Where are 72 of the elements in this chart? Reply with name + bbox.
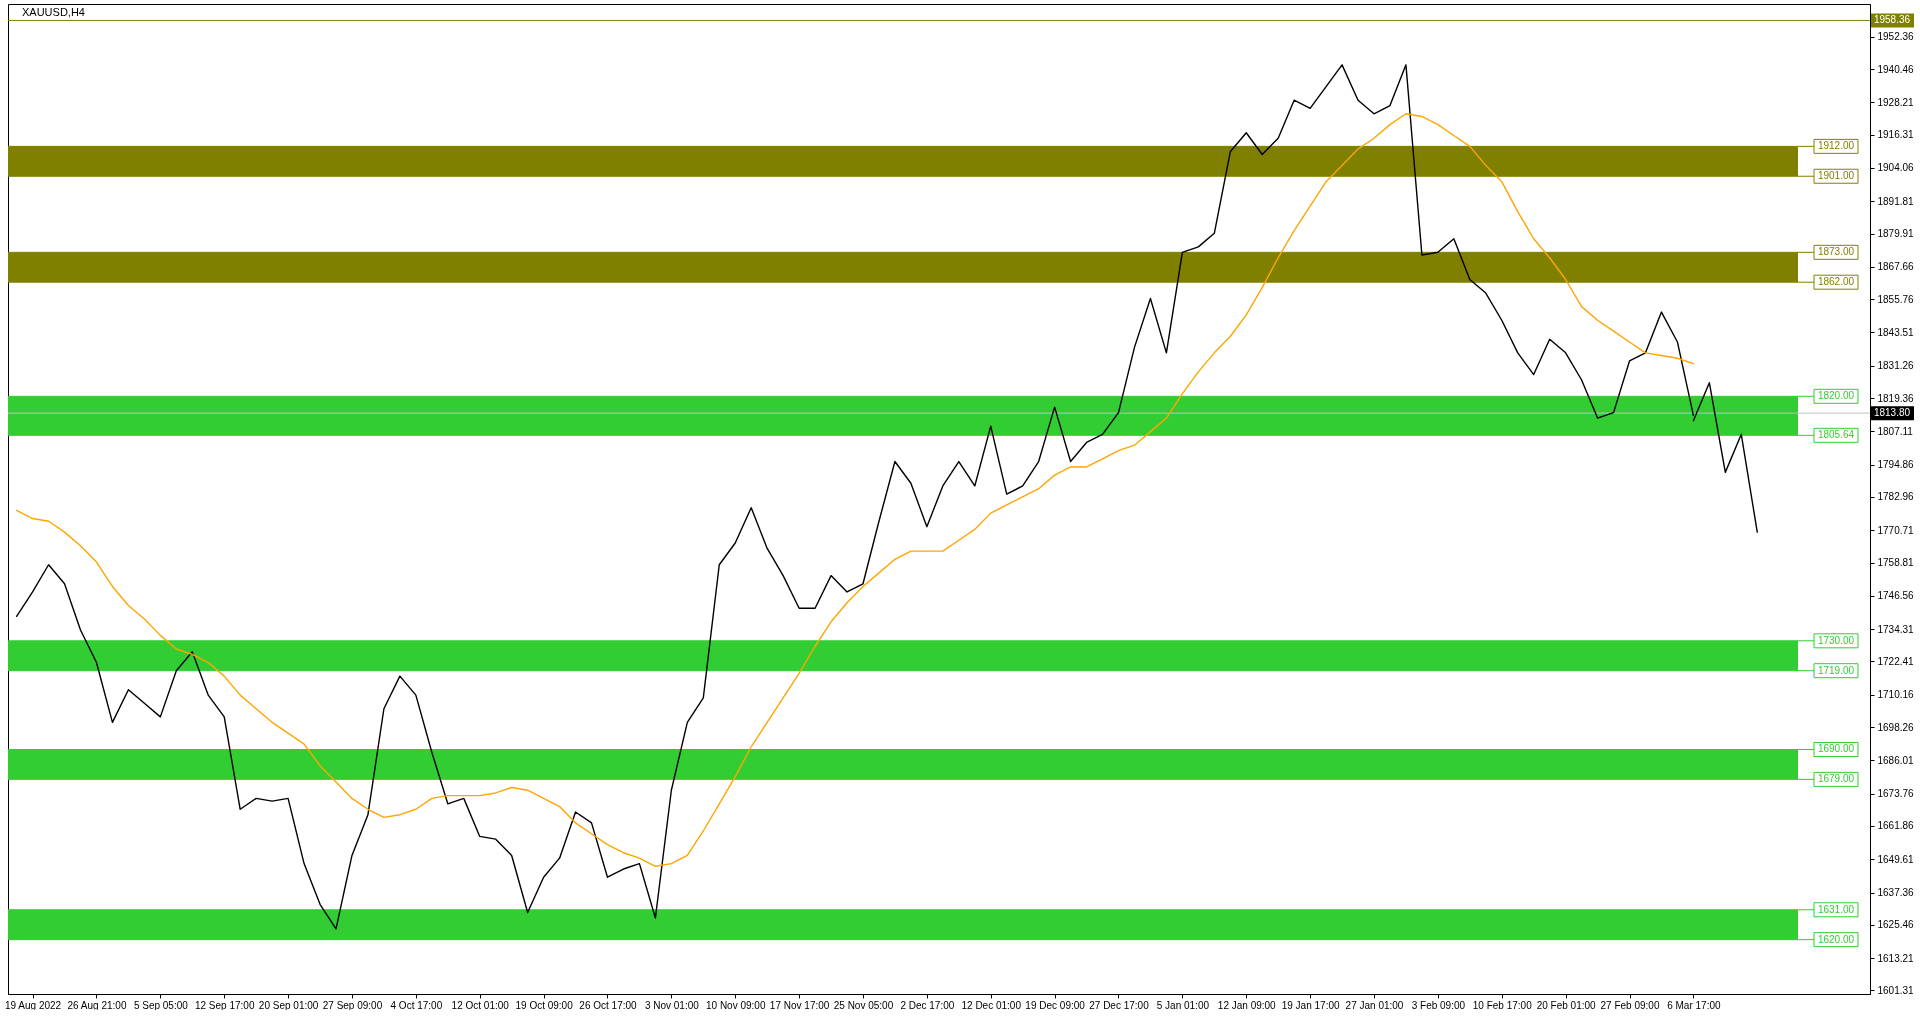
- y-tick-label: 1734.31: [1877, 623, 1915, 635]
- chart-title: XAUUSD,H4: [22, 6, 85, 18]
- x-tick-label: 17 Nov 17:00: [769, 999, 830, 1011]
- ref-line-label: 1620.00: [1817, 933, 1855, 945]
- y-tick-label: 1649.61: [1877, 853, 1915, 865]
- y-tick-label: 1673.76: [1877, 788, 1915, 800]
- x-tick-label: 10 Feb 17:00: [1472, 999, 1533, 1011]
- y-tick-label: 1625.46: [1877, 919, 1915, 931]
- y-tick-label: 1601.31: [1877, 984, 1915, 996]
- x-tick-label: 2 Dec 17:00: [900, 999, 955, 1011]
- y-tick-label: 1831.26: [1877, 360, 1915, 372]
- ref-line-label: 1719.00: [1817, 664, 1855, 676]
- y-tick-label: 1746.56: [1877, 590, 1915, 602]
- ref-line-label: 1820.00: [1817, 390, 1855, 402]
- y-tick-label: 1698.26: [1877, 721, 1915, 733]
- x-tick-label: 26 Aug 21:00: [67, 999, 127, 1011]
- y-tick-label: 1661.86: [1877, 820, 1915, 832]
- ref-line-label: 1873.00: [1817, 246, 1855, 258]
- y-tick-label: 1928.21: [1877, 96, 1915, 108]
- x-tick-label: 5 Sep 05:00: [133, 999, 189, 1011]
- y-tick-label: 1686.01: [1877, 754, 1915, 766]
- x-tick-label: 3 Nov 01:00: [644, 999, 700, 1011]
- y-tick-label: 1843.51: [1877, 326, 1915, 338]
- y-tick-label: 1940.46: [1877, 63, 1915, 75]
- x-tick-label: 25 Nov 05:00: [833, 999, 894, 1011]
- y-tick-label: 1891.81: [1877, 195, 1915, 207]
- ref-line-label: 1912.00: [1817, 140, 1855, 152]
- ref-line-label: 1813.80: [1873, 407, 1911, 419]
- x-tick-label: 10 Nov 09:00: [705, 999, 766, 1011]
- y-tick-label: 1879.91: [1877, 228, 1915, 240]
- ref-line-label: 1679.00: [1817, 773, 1855, 785]
- ref-line-label: 1730.00: [1817, 634, 1855, 646]
- y-tick-label: 1782.96: [1877, 491, 1915, 503]
- x-tick-label: 12 Sep 17:00: [194, 999, 255, 1011]
- x-tick-label: 26 Oct 17:00: [579, 999, 638, 1011]
- ref-line-label: 1631.00: [1817, 903, 1855, 915]
- x-tick-label: 3 Feb 09:00: [1411, 999, 1466, 1011]
- x-tick-label: 12 Oct 01:00: [451, 999, 510, 1011]
- y-tick-label: 1916.31: [1877, 129, 1915, 141]
- x-tick-label: 27 Dec 17:00: [1089, 999, 1150, 1011]
- ref-line-label: 1805.64: [1817, 429, 1855, 441]
- y-tick-label: 1770.71: [1877, 524, 1915, 536]
- ref-line-label: 1958.36: [1873, 14, 1911, 26]
- x-tick-label: 27 Jan 01:00: [1345, 999, 1404, 1011]
- y-tick-label: 1855.76: [1877, 293, 1915, 305]
- y-tick-label: 1819.36: [1877, 392, 1915, 404]
- x-tick-label: 12 Dec 01:00: [961, 999, 1022, 1011]
- x-tick-label: 12 Jan 09:00: [1217, 999, 1277, 1011]
- y-tick-label: 1710.16: [1877, 689, 1915, 701]
- ref-line-label: 1901.00: [1817, 170, 1855, 182]
- x-tick-label: 19 Oct 09:00: [515, 999, 574, 1011]
- y-tick-label: 1952.36: [1877, 31, 1915, 43]
- y-tick-label: 1807.11: [1877, 425, 1914, 437]
- x-tick-label: 19 Aug 2022: [5, 999, 62, 1011]
- x-tick-label: 19 Jan 17:00: [1281, 999, 1340, 1011]
- y-tick-label: 1722.41: [1877, 655, 1915, 667]
- x-tick-label: 4 Oct 17:00: [390, 999, 443, 1011]
- x-tick-label: 27 Sep 09:00: [322, 999, 383, 1011]
- x-tick-label: 20 Feb 01:00: [1536, 999, 1597, 1011]
- x-tick-label: 6 Mar 17:00: [1667, 999, 1721, 1011]
- x-tick-label: 27 Feb 09:00: [1600, 999, 1660, 1011]
- y-tick-label: 1613.21: [1877, 952, 1915, 964]
- x-tick-label: 20 Sep 01:00: [258, 999, 319, 1011]
- y-tick-label: 1794.86: [1877, 459, 1915, 471]
- y-tick-label: 1758.81: [1877, 557, 1915, 569]
- x-tick-label: 19 Dec 09:00: [1025, 999, 1086, 1011]
- ref-line-label: 1862.00: [1817, 276, 1855, 288]
- x-tick-label: 5 Jan 01:00: [1156, 999, 1210, 1011]
- y-tick-label: 1637.36: [1877, 887, 1915, 898]
- y-tick-label: 1867.66: [1877, 261, 1915, 273]
- ref-line-label: 1690.00: [1817, 743, 1855, 755]
- y-tick-label: 1904.06: [1877, 162, 1915, 174]
